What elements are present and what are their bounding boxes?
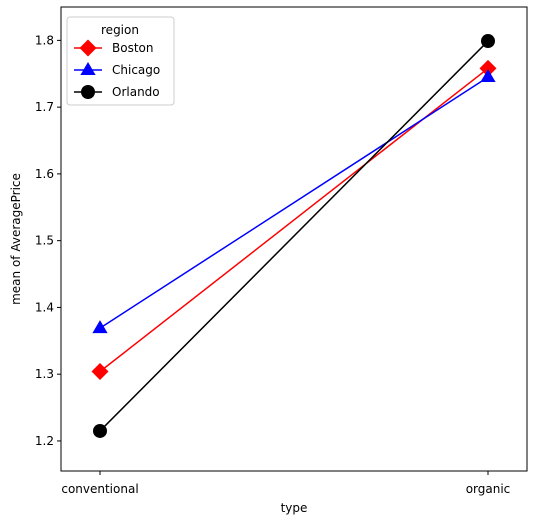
legend-marker-orlando — [81, 85, 95, 99]
y-tick-label: 1.5 — [35, 234, 54, 248]
y-tick-label: 1.8 — [35, 33, 54, 47]
y-tick-label: 1.6 — [35, 167, 54, 181]
data-point-orlando — [481, 34, 495, 49]
legend: region Boston Chicago Orlando — [66, 16, 175, 106]
y-tick-label: 1.4 — [35, 300, 54, 314]
legend-label-orlando: Orlando — [112, 85, 160, 99]
y-tick-label: 1.3 — [35, 367, 54, 381]
legend-marker-boston — [79, 39, 97, 57]
data-point-chicago — [480, 69, 496, 83]
data-point-boston — [479, 59, 497, 77]
legend-label-chicago: Chicago — [112, 63, 160, 77]
x-axis-ticks: conventional organic — [61, 471, 510, 496]
y-tick-label: 1.7 — [35, 100, 54, 114]
y-tick-label: 1.2 — [35, 434, 54, 448]
data-point-boston — [91, 363, 109, 381]
data-point-orlando — [93, 423, 107, 438]
legend-marker-chicago — [80, 62, 96, 75]
y-axis-ticks: 1.2 1.3 1.4 1.5 1.6 1.7 1.8 — [35, 33, 61, 448]
legend-label-boston: Boston — [112, 41, 153, 55]
x-axis-label: type — [281, 501, 308, 515]
series-line-orlando — [99, 40, 489, 432]
x-tick-label: conventional — [61, 482, 138, 496]
series-marks — [91, 34, 497, 438]
y-axis-label: mean of AveragePrice — [9, 173, 23, 305]
legend-frame — [66, 16, 175, 106]
data-point-chicago — [92, 320, 108, 334]
x-tick-label: organic — [466, 482, 511, 496]
legend-title: region — [101, 23, 139, 37]
series-line-chicago — [99, 76, 489, 329]
